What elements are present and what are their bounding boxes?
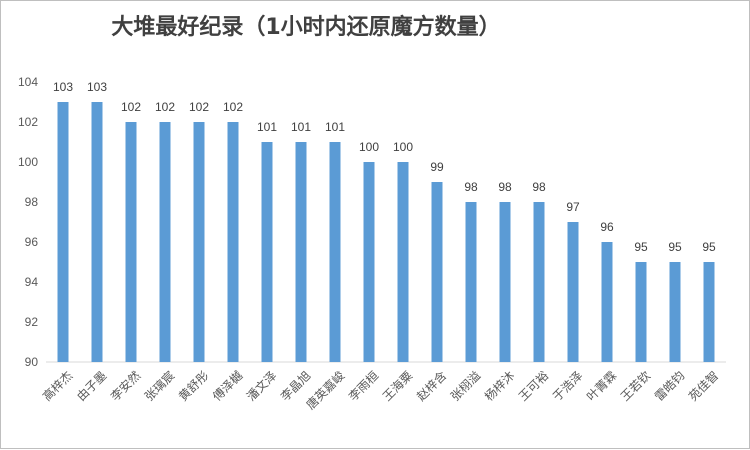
y-tick-label: 102 [18, 115, 38, 129]
x-tick-label: 王海粟 [379, 368, 415, 404]
bar [295, 142, 307, 362]
data-label: 97 [566, 200, 580, 214]
bar [567, 222, 579, 362]
bar [363, 162, 375, 362]
bar [533, 202, 545, 362]
x-axis-labels: 高梓杰由子墨李安然张璃宸黄舒彤傅泽樾潘文泽李晶旭唐英嘉峻李雨桓王海粟赵梓含张栩溢… [39, 368, 721, 413]
bar [397, 162, 409, 362]
data-label: 101 [325, 120, 345, 134]
data-label: 98 [498, 180, 512, 194]
data-label: 95 [702, 240, 716, 254]
x-tick-label: 王可裕 [515, 368, 551, 404]
bar [329, 142, 341, 362]
data-label: 95 [668, 240, 682, 254]
bar [91, 102, 103, 362]
bar [159, 122, 171, 362]
y-tick-label: 96 [25, 235, 39, 249]
x-tick-label: 高梓杰 [39, 368, 75, 404]
data-label: 98 [532, 180, 546, 194]
bar [703, 262, 715, 362]
data-label: 103 [53, 80, 73, 94]
x-tick-label: 由子墨 [74, 368, 109, 403]
bar [601, 242, 613, 362]
data-label: 101 [257, 120, 277, 134]
x-tick-label: 张栩溢 [447, 368, 483, 404]
y-tick-label: 98 [25, 195, 39, 209]
x-tick-label: 叶菁霖 [584, 368, 619, 403]
x-tick-label: 李安然 [107, 368, 143, 404]
data-label: 100 [393, 140, 413, 154]
x-tick-label: 赵梓含 [413, 368, 449, 404]
data-labels: 103 103 102 102 102 102 101 101 101 100 100 99 98 98 9… [53, 80, 716, 254]
data-label: 102 [189, 100, 209, 114]
x-tick-label: 李雨桓 [345, 368, 381, 404]
y-tick-label: 90 [25, 355, 39, 369]
data-label: 98 [464, 180, 478, 194]
bar [635, 262, 647, 362]
x-tick-label: 黄舒彤 [176, 368, 211, 403]
x-tick-label: 雷皓钧 [652, 368, 687, 403]
y-axis-ticks: 90 92 94 96 98 100 102 104 [18, 75, 38, 369]
data-label: 95 [634, 240, 648, 254]
bar [125, 122, 137, 362]
bar [499, 202, 511, 362]
x-tick-label: 苑佳智 [685, 368, 721, 404]
data-label: 103 [87, 80, 107, 94]
chart-title: 大堆最好纪录（1小时内还原魔方数量） [111, 14, 500, 40]
bar [465, 202, 477, 362]
data-label: 101 [291, 120, 311, 134]
bar [193, 122, 205, 362]
bars [57, 102, 715, 362]
bar [261, 142, 273, 362]
bar [669, 262, 681, 362]
data-label: 102 [155, 100, 175, 114]
y-tick-label: 94 [25, 275, 39, 289]
data-label: 100 [359, 140, 379, 154]
y-tick-label: 92 [25, 315, 39, 329]
data-label: 99 [430, 160, 444, 174]
x-tick-label: 潘文泽 [243, 368, 279, 404]
x-tick-label: 于浩泽 [550, 368, 585, 403]
x-tick-label: 杨梓沐 [481, 368, 517, 404]
x-tick-label: 王若钦 [618, 368, 653, 403]
bar [431, 182, 443, 362]
x-tick-label: 张璃宸 [141, 368, 177, 404]
bar [227, 122, 239, 362]
y-tick-label: 100 [18, 155, 38, 169]
data-label: 102 [223, 100, 243, 114]
y-tick-label: 104 [18, 75, 38, 89]
bar [57, 102, 69, 362]
x-tick-label: 傅泽樾 [209, 368, 245, 404]
data-label: 96 [600, 220, 614, 234]
x-tick-label: 唐英嘉峻 [303, 368, 348, 413]
data-label: 102 [121, 100, 141, 114]
